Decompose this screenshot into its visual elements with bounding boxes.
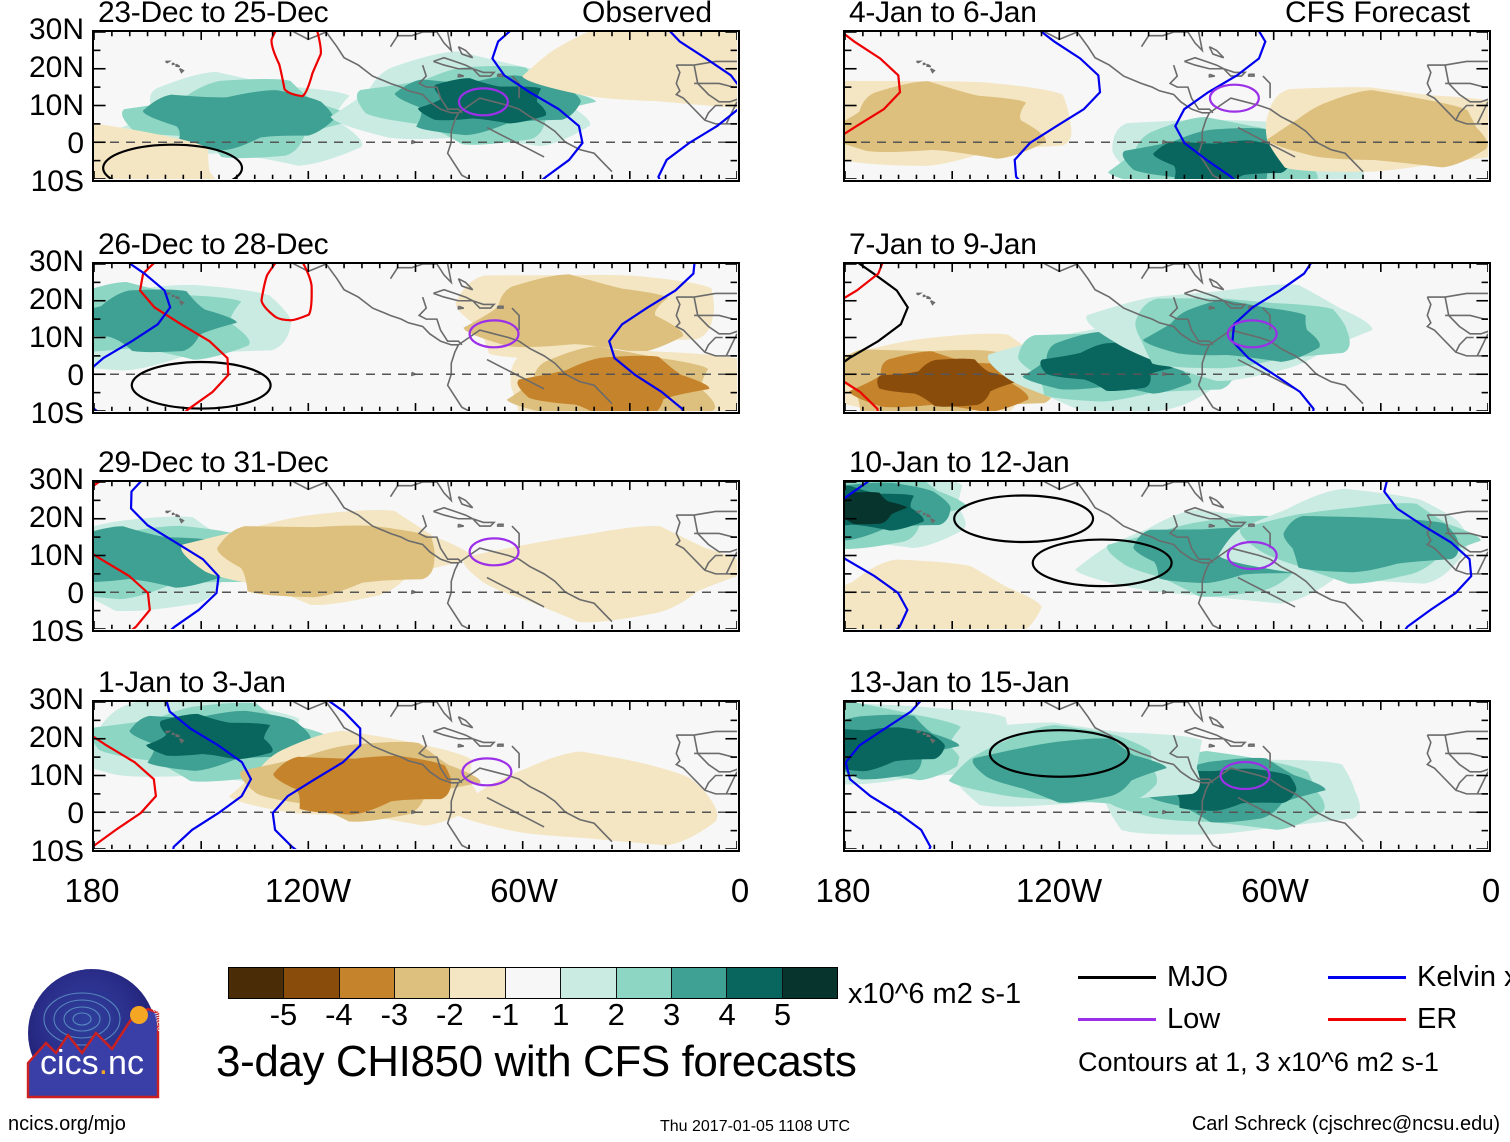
legend-line-swatch <box>1078 976 1156 979</box>
panel-title-2: 26-Dec to 28-Dec <box>98 228 329 261</box>
panel-title-1: 23-Dec to 25-Dec <box>98 0 329 29</box>
x-tick-label: 180 <box>815 872 871 909</box>
y-tick-label: 0 <box>67 359 84 392</box>
column-title-observed: Observed <box>582 0 713 29</box>
colorbar-segment-11 <box>782 968 837 998</box>
map-panel-5 <box>843 30 1491 182</box>
y-tick-label: 30N <box>28 13 84 46</box>
logo-sun <box>130 1006 148 1024</box>
x-tick-label: 180 <box>64 872 120 909</box>
colorbar-segment-1 <box>229 968 285 998</box>
colorbar-tick-label: -5 <box>269 997 298 1032</box>
map-panel-1 <box>92 30 740 182</box>
y-tick-label: 30N <box>28 245 84 278</box>
legend-item-kelvin-x2: Kelvin x2 <box>1328 963 1510 992</box>
wave-legend: MJO Kelvin x2 Low ER <box>1078 963 1510 1043</box>
colorbar-tick-label: 1 <box>552 997 570 1032</box>
map-panel-2 <box>92 262 740 414</box>
x-tick-label: 60W <box>1241 872 1309 909</box>
legend-item-er: ER <box>1328 1005 1457 1034</box>
colorbar-segment-4 <box>395 968 451 998</box>
map-panel-7 <box>843 480 1491 632</box>
legend-label: MJO <box>1167 961 1229 993</box>
colorbar-segment-5 <box>450 968 506 998</box>
legend-item-low: Low <box>1078 1005 1220 1034</box>
map-panel-3 <box>92 480 740 632</box>
y-tick-label: 10N <box>28 539 84 572</box>
logo-spiral <box>43 992 121 1046</box>
colorbar-segment-10 <box>727 968 783 998</box>
colorbar-tick-labels: -5 -4 -3 -2 -1 1 2 3 4 5 <box>228 999 838 1039</box>
panel-title-3: 29-Dec to 31-Dec <box>98 446 329 479</box>
x-tick-label: 60W <box>490 872 558 909</box>
logo-mountains <box>26 1007 160 1099</box>
y-tick-label: 20N <box>28 51 84 84</box>
x-tick-label: 0 <box>730 872 750 909</box>
y-tick-label: 10N <box>28 89 84 122</box>
legend-label: Kelvin x2 <box>1417 961 1510 993</box>
y-tick-label: 0 <box>67 127 84 160</box>
logo-svg: Cooperative Institute for Climate and Sa… <box>18 960 167 1099</box>
y-tick-label: 20N <box>28 501 84 534</box>
colorbar-tick-label: 2 <box>607 997 625 1032</box>
y-tick-label: 30N <box>28 463 84 496</box>
y-tick-label: 0 <box>67 577 84 610</box>
map-panel-6 <box>843 262 1491 414</box>
y-tick-label: 10N <box>28 321 84 354</box>
colorbar-segment-2 <box>284 968 340 998</box>
colorbar-tick-label: -4 <box>325 997 353 1032</box>
panel-title-6: 7-Jan to 9-Jan <box>849 228 1037 261</box>
colorbar-segment-8 <box>616 968 672 998</box>
column-title-cfs-forecast: CFS Forecast <box>1285 0 1471 29</box>
y-tick-label: 10S <box>30 615 84 648</box>
legend-label: Low <box>1167 1003 1221 1035</box>
contour-note: Contours at 1, 3 x10^6 m2 s-1 <box>1078 1047 1439 1077</box>
colorbar-segment-6 <box>505 968 562 998</box>
cics-nc-logo: Cooperative Institute for Climate and Sa… <box>12 957 172 1099</box>
y-tick-label: 10S <box>30 835 84 868</box>
y-tick-label: 30N <box>28 683 84 716</box>
x-tick-label: 0 <box>1481 872 1501 909</box>
y-tick-label: 20N <box>28 283 84 316</box>
colorbar-tick-label: -2 <box>436 997 464 1032</box>
main-title: 3-day CHI850 with CFS forecasts <box>216 1037 857 1086</box>
panel-title-4: 1-Jan to 3-Jan <box>98 666 286 699</box>
x-tick-label: 120W <box>264 872 352 909</box>
footer-author: Carl Schreck (cjschrec@ncsu.edu) <box>1191 1113 1500 1135</box>
colorbar-tick-label: -1 <box>491 997 520 1032</box>
colorbar-tick-label: -3 <box>380 997 409 1032</box>
panel-title-5: 4-Jan to 6-Jan <box>849 0 1037 29</box>
legend-label: ER <box>1417 1003 1458 1035</box>
colorbar-tick-label: 3 <box>662 997 681 1032</box>
panel-title-8: 13-Jan to 15-Jan <box>849 666 1070 699</box>
legend-line-swatch <box>1328 1018 1406 1021</box>
y-tick-label: 20N <box>28 721 84 754</box>
colorbar-tick-label: 5 <box>773 997 792 1032</box>
colorbar-segment-7 <box>561 968 617 998</box>
y-tick-label: 10S <box>30 397 84 430</box>
colorbar-segment-3 <box>339 968 396 998</box>
colorbar <box>228 967 838 999</box>
x-tick-label: 120W <box>1015 872 1103 909</box>
colorbar-units-label: x10^6 m2 s-1 <box>848 978 1022 1010</box>
footer-site-link[interactable]: ncics.org/mjo <box>8 1113 126 1135</box>
y-tick-label: 10N <box>28 759 84 792</box>
legend-line-swatch <box>1328 976 1406 979</box>
legend-line-swatch <box>1078 1018 1156 1021</box>
map-panel-8 <box>843 700 1491 852</box>
y-tick-label: 10S <box>30 165 84 198</box>
colorbar-segment-9 <box>671 968 728 998</box>
panel-title-7: 10-Jan to 12-Jan <box>849 446 1070 479</box>
logo-wordmark: cics.nc <box>40 1044 144 1082</box>
footer-timestamp: Thu 2017-01-05 1108 UTC <box>659 1118 851 1135</box>
colorbar-tick-label: 4 <box>718 997 736 1032</box>
y-tick-label: 0 <box>67 797 84 830</box>
legend-item-mjo: MJO <box>1078 963 1228 992</box>
map-panel-4 <box>92 700 740 852</box>
